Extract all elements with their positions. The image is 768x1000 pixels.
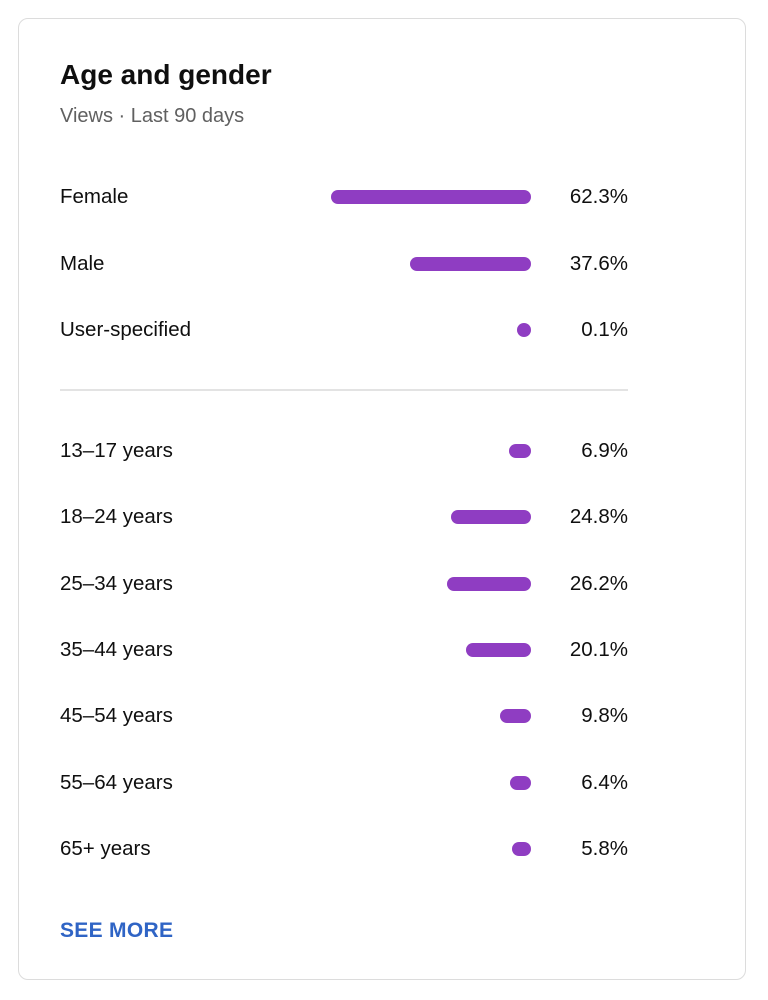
bar-value: 6.4%	[581, 770, 628, 794]
bar	[499, 709, 531, 724]
bar-value: 0.1%	[581, 318, 628, 341]
bar-label: Male	[60, 251, 105, 275]
bar	[512, 841, 531, 856]
see-more-link[interactable]: SEE MORE	[60, 919, 174, 942]
bar-label: 45–54 years	[60, 704, 173, 728]
bar	[410, 256, 531, 271]
bar-value: 6.9%	[581, 439, 628, 462]
divider	[60, 389, 628, 391]
bar-value: 9.8%	[581, 704, 628, 728]
bar	[446, 576, 531, 591]
bar	[510, 775, 531, 790]
bar-row: 45–54 years 9.8%	[60, 701, 628, 731]
bar-value: 20.1%	[569, 637, 628, 661]
age-and-gender-card: Age and gender Views · Last 90 days Fema…	[18, 18, 746, 980]
bar-label: 18–24 years	[60, 505, 173, 529]
bar	[451, 510, 531, 525]
bar-row: User-specified 0.1%	[60, 315, 628, 345]
bar-label: 13–17 years	[60, 439, 173, 462]
bar-row: Female 62.3%	[60, 182, 628, 212]
bar-value: 24.8%	[569, 505, 628, 529]
bar-label: User-specified	[60, 318, 192, 341]
bar-row: Male 37.6%	[60, 249, 628, 279]
bar	[517, 323, 531, 337]
bar-row: 35–44 years 20.1%	[60, 635, 628, 665]
bar-label: 65+ years	[60, 836, 151, 860]
card-title: Age and gender	[60, 59, 272, 90]
bar-row: 13–17 years 6.9%	[60, 436, 628, 466]
bar-value: 62.3%	[569, 185, 628, 208]
bar-label: 25–34 years	[60, 571, 173, 595]
bar-row: 65+ years 5.8%	[60, 834, 628, 864]
bar-row: 25–34 years 26.2%	[60, 569, 628, 599]
bar-value: 37.6%	[569, 251, 628, 275]
bar	[466, 642, 531, 657]
card-subtitle: Views · Last 90 days	[60, 105, 245, 127]
bar-label: Female	[60, 185, 129, 208]
bar-value: 26.2%	[569, 571, 628, 595]
bar	[508, 444, 531, 458]
bar-row: 55–64 years 6.4%	[60, 768, 628, 798]
bar-label: 55–64 years	[60, 770, 173, 794]
bar-value: 5.8%	[581, 836, 628, 860]
bar-label: 35–44 years	[60, 637, 173, 661]
bar	[331, 190, 531, 204]
bar-row: 18–24 years 24.8%	[60, 502, 628, 532]
